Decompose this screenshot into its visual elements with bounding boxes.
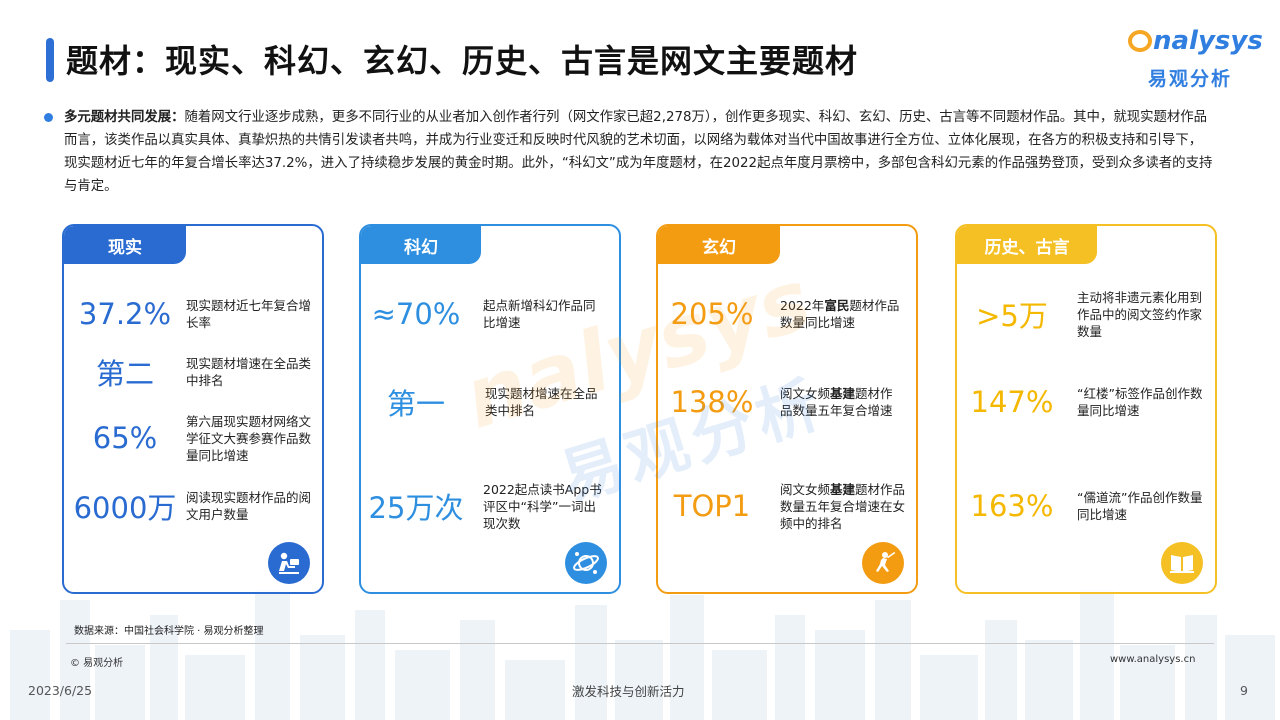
stat-desc-post: 题材作品数量五年复合增速 <box>780 386 893 418</box>
stat-value: 6000万 <box>73 491 177 525</box>
stat-row: 205% 2022年富民题材作品数量同比增速 <box>658 284 916 344</box>
stat-desc: 现实题材增速在全品类中排名 <box>485 386 598 418</box>
fencer-icon <box>862 542 904 584</box>
stat-row: 65% 第六届现实题材网络文学征文大赛参赛作品数量同比增速 <box>64 408 322 468</box>
planet-icon <box>565 542 607 584</box>
city-skyline-background <box>10 590 1275 720</box>
footer-slogan: 激发科技与创新活力 <box>572 684 685 699</box>
intro-lead: 多元题材共同发展： <box>64 110 185 125</box>
stat-desc: 现实题材近七年复合增长率 <box>186 298 312 330</box>
card-realism: 现实 37.2% 现实题材近七年复合增长率 第二 现实题材增速在全品类中排名 6… <box>62 224 324 594</box>
copyright: © 易观分析 <box>70 658 124 669</box>
card-scifi: 科幻 ≈70% 起点新增科幻作品同比增速 第一 现实题材增速在全品类中排名 25… <box>359 224 621 594</box>
analysys-logo: nalysys 易观分析 <box>1128 26 1263 96</box>
stat-value: 65% <box>92 421 158 455</box>
card-tab-realism: 现实 <box>64 226 186 264</box>
stat-desc: 2022年富民题材作品数量同比增速 <box>766 297 900 331</box>
card-fantasy: 玄幻 205% 2022年富民题材作品数量同比增速 138% 阅文女频基建题材作… <box>656 224 918 594</box>
stat-row: 147% “红楼”标签作品创作数量同比增速 <box>957 372 1215 432</box>
stat-desc: “红楼”标签作品创作数量同比增速 <box>1077 386 1203 418</box>
stat-value: 25万次 <box>368 491 464 525</box>
stat-value: 163% <box>970 489 1054 523</box>
stat-row: 138% 阅文女频基建题材作品数量五年复合增速 <box>658 372 916 432</box>
stat-desc-bold: 基建 <box>830 386 856 401</box>
stat-row: 25万次 2022起点读书App书评区中“科学”一词出现次数 <box>361 476 619 536</box>
stat-desc: 第六届现实题材网络文学征文大赛参赛作品数量同比增速 <box>186 413 312 463</box>
stat-row: 37.2% 现实题材近七年复合增长率 <box>64 284 322 344</box>
logo-english: nalysys <box>1128 26 1263 56</box>
page-number: 9 <box>1240 683 1248 698</box>
stat-desc: 2022起点读书App书评区中“科学”一词出现次数 <box>483 481 602 531</box>
footer-date: 2023/6/25 <box>28 683 93 698</box>
logo-chinese: 易观分析 <box>1148 68 1233 90</box>
stat-desc: 主动将非遗元素化用到作品中的阅文签约作家数量 <box>1077 289 1203 339</box>
stat-value: ≈70% <box>371 297 461 331</box>
stat-row: TOP1 阅文女频基建题材作品数量五年复合增速在女频中的排名 <box>658 476 916 536</box>
data-source: 数据来源：中国社会科学院 · 易观分析整理 <box>74 626 264 637</box>
stat-row: 163% “儒道流”作品创作数量同比增速 <box>957 476 1215 536</box>
stat-desc-pre: 阅文女频 <box>780 481 831 497</box>
stat-desc-pre: 阅文女频 <box>780 386 831 401</box>
stat-value: 第一 <box>386 387 445 421</box>
card-tab-fantasy: 玄幻 <box>658 226 780 264</box>
stat-row: 第二 现实题材增速在全品类中排名 <box>64 342 322 402</box>
stat-desc: 起点新增科幻作品同比增速 <box>483 298 596 330</box>
card-history-romance: 历史、古言 >5万 主动将非遗元素化用到作品中的阅文签约作家数量 147% “红… <box>955 224 1217 594</box>
reading-person-icon <box>268 542 310 584</box>
stat-value: 147% <box>970 385 1054 419</box>
title-accent-bar <box>46 38 54 82</box>
stat-desc: 阅读现实题材作品的阅文用户数量 <box>186 490 312 522</box>
stat-value: 138% <box>670 385 754 419</box>
open-book-icon <box>1161 542 1203 584</box>
stat-value: 第二 <box>95 357 154 391</box>
stat-desc: “儒道流”作品创作数量同比增速 <box>1077 490 1203 522</box>
page-title: 题材：现实、科幻、玄幻、历史、古言是网文主要题材 <box>66 42 859 80</box>
stat-desc: 现实题材增速在全品类中排名 <box>186 356 312 388</box>
logo-ring-icon <box>1128 30 1152 52</box>
logo-english-text: nalysys <box>1153 26 1263 56</box>
intro-text: 随着网文行业逐步成熟，更多不同行业的从业者加入创作者行列（网文作家已超2,278… <box>64 110 1213 194</box>
stat-row: 第一 现实题材增速在全品类中排名 <box>361 372 619 432</box>
stat-desc-post: 题材作品数量五年复合增速在女频中的排名 <box>780 481 906 531</box>
bullet-icon <box>44 113 53 122</box>
website-link[interactable]: www.analysys.cn <box>1110 654 1196 665</box>
intro-paragraph: 多元题材共同发展：随着网文行业逐步成熟，更多不同行业的从业者加入创作者行列（网文… <box>44 106 1214 198</box>
stat-desc-bold: 基建 <box>830 481 856 497</box>
stat-desc: 阅文女频基建题材作品数量五年复合增速在女频中的排名 <box>766 481 906 532</box>
stat-desc-pre: 2022年 <box>780 298 825 313</box>
stat-row: >5万 主动将非遗元素化用到作品中的阅文签约作家数量 <box>957 284 1215 344</box>
stat-value: >5万 <box>976 299 1048 333</box>
stat-row: 6000万 阅读现实题材作品的阅文用户数量 <box>64 476 322 536</box>
stat-value: TOP1 <box>673 489 751 523</box>
stat-desc: 阅文女频基建题材作品数量五年复合增速 <box>766 385 900 419</box>
card-tab-scifi: 科幻 <box>361 226 481 264</box>
card-tab-history-romance: 历史、古言 <box>957 226 1097 264</box>
stat-value: 205% <box>670 297 754 331</box>
stat-desc-post: 题材作品数量同比增速 <box>780 298 900 330</box>
stat-value: 37.2% <box>78 297 172 331</box>
footer-divider <box>66 643 1214 644</box>
stat-row: ≈70% 起点新增科幻作品同比增速 <box>361 284 619 344</box>
stat-desc-bold: 富民 <box>824 298 850 313</box>
